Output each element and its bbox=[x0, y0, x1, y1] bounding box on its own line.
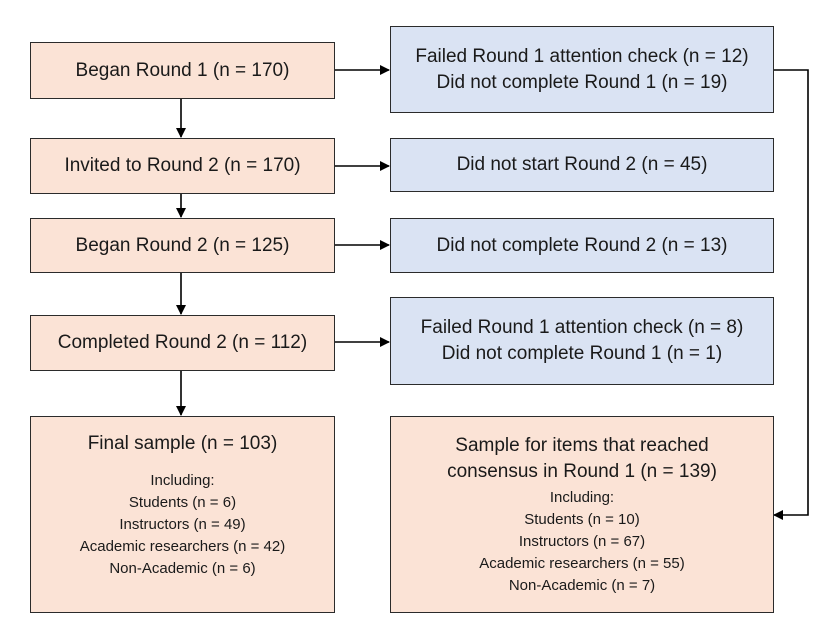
not-completed-round-2-label: Did not complete Round 2 (n = 13) bbox=[436, 234, 728, 256]
box-completed-round-2: Completed Round 2 (n = 112) bbox=[30, 315, 335, 371]
box-invited-round-2: Invited to Round 2 (n = 170) bbox=[30, 138, 335, 194]
final-sample-item: Students (n = 6) bbox=[128, 494, 237, 511]
exclusion-round-1-line: Failed Round 1 attention check (n = 12) bbox=[415, 45, 749, 67]
consensus-sample-item: Instructors (n = 67) bbox=[518, 533, 646, 550]
box-not-started-round-2: Did not start Round 2 (n = 45) bbox=[390, 138, 774, 192]
final-sample-title: Final sample (n = 103) bbox=[87, 433, 278, 454]
began-round-2-label: Began Round 2 (n = 125) bbox=[75, 234, 290, 256]
box-began-round-2: Began Round 2 (n = 125) bbox=[30, 218, 335, 273]
box-not-completed-round-2: Did not complete Round 2 (n = 13) bbox=[390, 218, 774, 273]
final-sample-item: Non-Academic (n = 6) bbox=[109, 560, 256, 577]
arrow-exclusion-to-consensus bbox=[773, 69, 809, 520]
consensus-sample-title-line: consensus in Round 1 (n = 139) bbox=[447, 461, 717, 482]
began-round-1-label: Began Round 1 (n = 170) bbox=[75, 59, 290, 81]
exclusion-round-1-line: Did not complete Round 1 (n = 19) bbox=[436, 71, 728, 93]
consensus-sample-including: Including: bbox=[549, 489, 615, 506]
final-sample-item: Instructors (n = 49) bbox=[119, 516, 246, 533]
final-sample-item: Academic researchers (n = 42) bbox=[79, 538, 286, 555]
not-started-round-2-label: Did not start Round 2 (n = 45) bbox=[456, 154, 708, 175]
box-consensus-sample: Sample for items that reached consensus … bbox=[390, 416, 774, 613]
consensus-sample-item: Academic researchers (n = 55) bbox=[479, 555, 685, 572]
consensus-sample-item: Students (n = 10) bbox=[524, 511, 640, 528]
box-final-sample: Final sample (n = 103) Including: Studen… bbox=[30, 416, 335, 613]
invited-round-2-label: Invited to Round 2 (n = 170) bbox=[64, 155, 301, 176]
completed-round-2-label: Completed Round 2 (n = 112) bbox=[57, 332, 308, 353]
box-began-round-1: Began Round 1 (n = 170) bbox=[30, 42, 335, 99]
exclusion-round-2-line: Failed Round 1 attention check (n = 8) bbox=[420, 317, 744, 338]
exclusion-round-2-line: Did not complete Round 1 (n = 1) bbox=[441, 343, 723, 364]
final-sample-including: Including: bbox=[150, 472, 215, 489]
box-exclusion-round-2: Failed Round 1 attention check (n = 8) D… bbox=[390, 297, 774, 385]
consensus-sample-item: Non-Academic (n = 7) bbox=[508, 577, 656, 594]
box-exclusion-round-1: Failed Round 1 attention check (n = 12) … bbox=[390, 26, 774, 113]
consensus-sample-title-line: Sample for items that reached bbox=[455, 435, 709, 456]
